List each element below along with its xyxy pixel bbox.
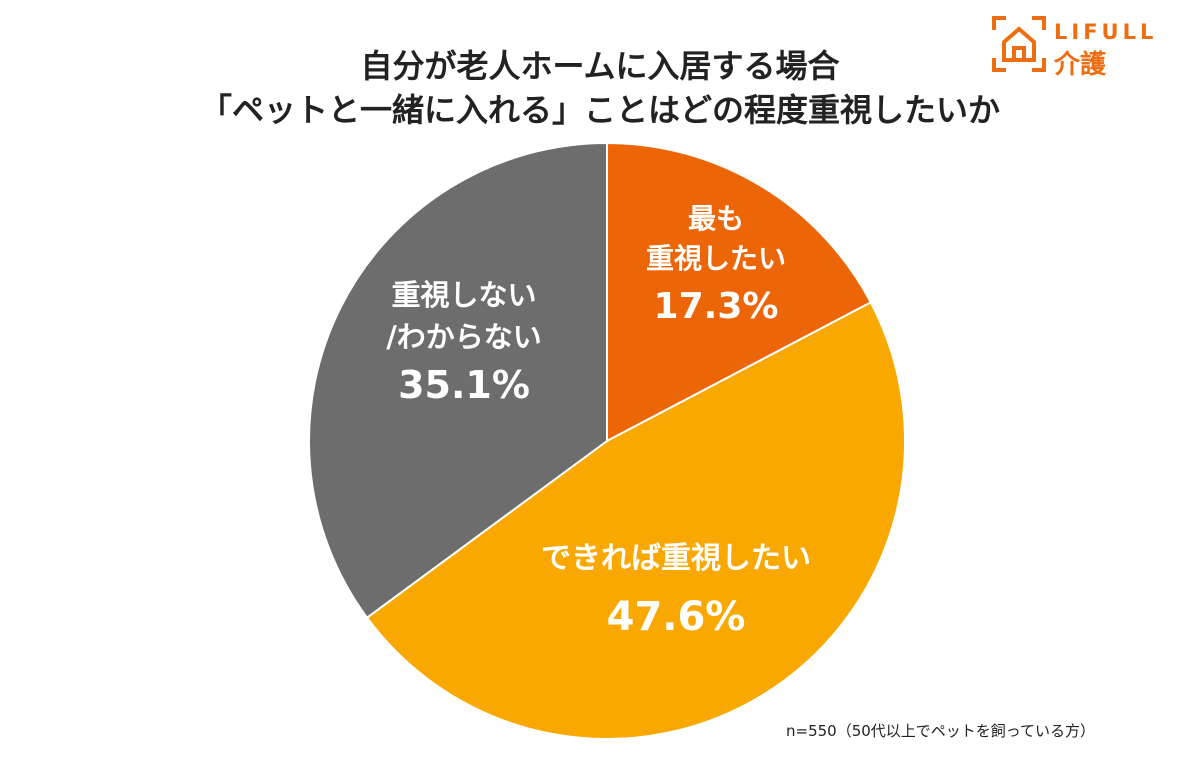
sample-footnote: n=550（50代以上でペットを飼っている方）: [786, 722, 1096, 740]
chart-title: 自分が老人ホームに入居する場合 「ペットと一緒に入れる」ことはどの程度重視したい…: [0, 44, 1200, 132]
house-logo-icon: [992, 16, 1046, 72]
pie-slice-1: [365, 301, 906, 740]
chart-title-line-2: 「ペットと一緒に入れる」ことはどの程度重視したいか: [199, 91, 1000, 129]
lifull-kaigo-logo: LIFULL 介護: [990, 14, 1190, 80]
logo-sub-text: 介護: [1054, 50, 1107, 80]
slice-value-2: 35.1%: [398, 363, 530, 407]
logo-brand-text: LIFULL: [1054, 20, 1158, 44]
pie-slice-0: [606, 141, 873, 443]
slice-label-2-1: /わからない: [386, 320, 542, 354]
slice-label-1-0: できれば重視したい: [541, 541, 811, 576]
pie-slice-2: [308, 141, 608, 620]
slice-label-0-1: 重視したい: [646, 242, 786, 275]
slice-value-0: 17.3%: [654, 286, 779, 327]
chart-title-line-1: 自分が老人ホームに入居する場合: [360, 47, 840, 85]
slice-label-2-0: 重視しない: [391, 278, 536, 312]
slice-label-0-0: 最も: [688, 202, 744, 235]
slice-value-1: 47.6%: [607, 594, 746, 640]
